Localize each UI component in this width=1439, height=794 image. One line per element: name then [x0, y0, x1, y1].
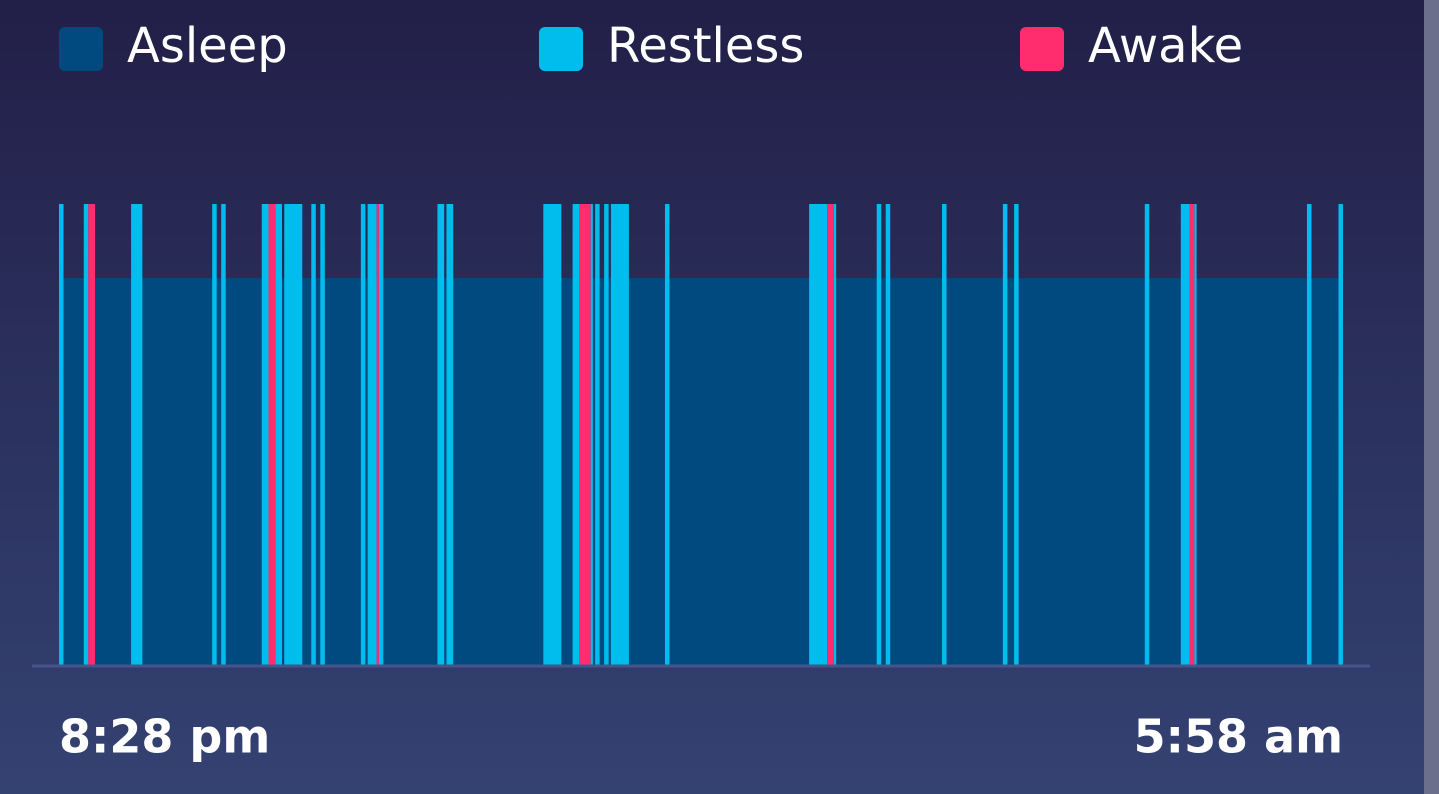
legend-label: Restless: [607, 18, 804, 74]
sleep-segment: [367, 204, 377, 665]
sleep-segment: [275, 204, 283, 665]
sleep-segment: [876, 204, 882, 665]
sleep-segment: [376, 204, 379, 665]
sleep-segment: [590, 204, 593, 665]
sleep-segment: [221, 204, 226, 665]
legend-swatch: [59, 27, 103, 71]
sleep-segment: [83, 204, 89, 665]
sleep-segment: [131, 204, 143, 665]
sleep-segment: [1194, 204, 1197, 665]
sleep-segment: [1180, 204, 1190, 665]
legend-swatch: [1020, 27, 1064, 71]
legend-label: Asleep: [127, 18, 288, 74]
sleep-segment: [1306, 204, 1312, 665]
sleep-segment: [543, 204, 562, 665]
sleep-segment: [212, 204, 217, 665]
sleep-segment: [88, 204, 96, 665]
sleep-segment: [664, 204, 670, 665]
sleep-segment: [360, 204, 366, 665]
sleep-segment: [1189, 204, 1195, 665]
sleep-segment: [268, 204, 276, 665]
sleep-segment: [437, 204, 445, 665]
scrollbar: [1424, 0, 1439, 794]
sleep-segment: [610, 204, 629, 665]
sleep-segment: [1144, 204, 1150, 665]
x-tick-label: 5:58 am: [1134, 710, 1343, 764]
sleep-segment: [604, 204, 609, 665]
sleep-segment: [942, 204, 947, 665]
sleep-segment: [572, 204, 580, 665]
sleep-segment: [595, 204, 600, 665]
sleep-segment: [885, 204, 891, 665]
sleep-segment: [1338, 204, 1343, 665]
legend-label: Awake: [1088, 18, 1243, 74]
sleep-segment: [320, 204, 325, 665]
x-tick-label: 8:28 pm: [59, 710, 270, 764]
sleep-segment: [261, 204, 269, 665]
sleep-segment: [59, 204, 64, 665]
sleep-segment: [284, 204, 303, 665]
sleep-segment: [827, 204, 834, 665]
sleep-segment: [311, 204, 316, 665]
sleep-segment: [446, 204, 454, 665]
sleep-segment: [833, 204, 837, 665]
plot-area: [59, 204, 1343, 665]
sleep-segment: [809, 204, 828, 665]
legend-swatch: [539, 27, 583, 71]
sleep-segment: [59, 278, 1343, 665]
sleep-segment: [1002, 204, 1008, 665]
sleep-segment: [1014, 204, 1019, 665]
sleep-segment: [378, 204, 384, 665]
sleep-segment: [579, 204, 591, 665]
